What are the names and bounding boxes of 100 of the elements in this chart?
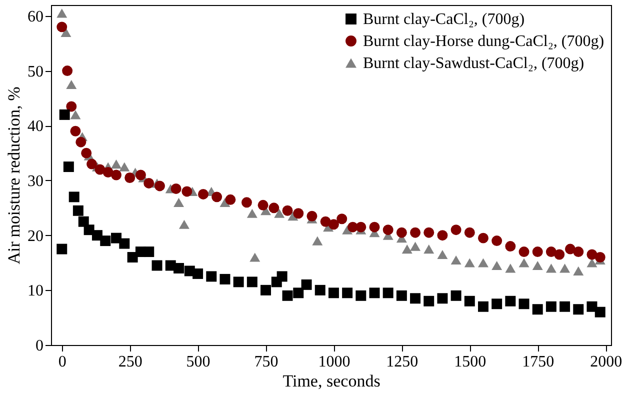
x-tick-label: 1000 — [318, 354, 350, 370]
x-tick-label: 2000 — [590, 354, 622, 370]
point — [518, 258, 530, 268]
point — [450, 290, 462, 301]
point — [437, 293, 448, 304]
point — [546, 301, 556, 312]
point — [424, 244, 434, 254]
point — [144, 246, 154, 258]
point — [233, 276, 244, 288]
point — [206, 271, 217, 282]
point — [314, 284, 326, 296]
point — [59, 109, 70, 120]
point — [518, 298, 530, 310]
point — [225, 194, 236, 205]
point — [356, 290, 366, 301]
point — [66, 80, 77, 90]
point — [478, 258, 488, 268]
point — [492, 260, 502, 270]
point — [212, 192, 222, 202]
point — [505, 296, 516, 306]
point — [274, 208, 285, 218]
x-tick-label: 250 — [118, 354, 142, 370]
point — [573, 266, 584, 276]
point — [554, 249, 565, 260]
point — [81, 148, 92, 158]
x-tick-label: 1500 — [454, 354, 486, 370]
point — [382, 288, 394, 298]
point — [396, 290, 407, 301]
point — [198, 188, 208, 200]
x-tick-label: 500 — [186, 354, 210, 370]
point — [369, 288, 380, 298]
point — [86, 158, 98, 170]
point — [356, 222, 366, 232]
point — [220, 274, 230, 284]
point — [178, 220, 190, 229]
point — [174, 198, 184, 207]
x-tick-label: 1750 — [522, 354, 554, 370]
y-tick-label: 30 — [28, 172, 44, 190]
point — [450, 224, 462, 236]
point — [396, 227, 407, 238]
point — [594, 306, 606, 318]
point — [573, 304, 584, 315]
point — [464, 227, 475, 238]
point — [328, 288, 339, 298]
point — [492, 236, 502, 246]
point — [382, 224, 394, 236]
point — [62, 66, 73, 76]
point — [402, 244, 412, 254]
y-axis-title: Air moisture reduction, % — [4, 86, 24, 264]
point — [282, 290, 293, 301]
point — [369, 222, 380, 232]
point — [586, 301, 598, 312]
x-tick-label: 750 — [254, 354, 278, 370]
point — [68, 192, 80, 202]
point — [246, 208, 258, 218]
point — [293, 208, 304, 219]
point — [119, 238, 130, 249]
point — [111, 159, 122, 169]
point — [594, 252, 606, 262]
x-tick-label: 1250 — [386, 354, 418, 370]
point — [328, 219, 339, 230]
legend-label: Burnt clay-Horse dung-CaCl₂, (700g) — [363, 33, 604, 50]
point — [174, 262, 184, 274]
point — [144, 178, 154, 188]
point — [505, 241, 516, 252]
point — [94, 164, 106, 175]
point — [546, 264, 556, 273]
point — [342, 288, 353, 298]
point — [532, 246, 543, 258]
point — [560, 301, 570, 312]
point — [135, 170, 146, 180]
point — [492, 298, 502, 310]
point — [56, 22, 68, 32]
point — [76, 136, 86, 148]
y-tick-label: 10 — [28, 282, 44, 300]
point — [410, 242, 421, 251]
point — [182, 186, 192, 197]
point — [241, 197, 252, 208]
point — [66, 101, 77, 112]
point — [450, 255, 462, 265]
point — [152, 260, 162, 271]
point — [505, 264, 516, 273]
point — [336, 214, 348, 224]
point — [424, 227, 434, 238]
y-tick-label: 20 — [28, 228, 44, 245]
point — [70, 110, 81, 120]
point — [410, 293, 421, 304]
point — [124, 172, 136, 183]
point — [306, 210, 318, 222]
point — [154, 180, 165, 192]
x-axis-title: Time, seconds — [282, 372, 380, 390]
point — [478, 232, 488, 244]
point — [258, 200, 268, 210]
point — [63, 162, 74, 172]
point — [312, 236, 323, 246]
y-tick-label: 50 — [28, 63, 44, 80]
point — [170, 183, 182, 194]
point — [424, 296, 434, 306]
point — [119, 162, 130, 172]
point — [250, 252, 260, 262]
